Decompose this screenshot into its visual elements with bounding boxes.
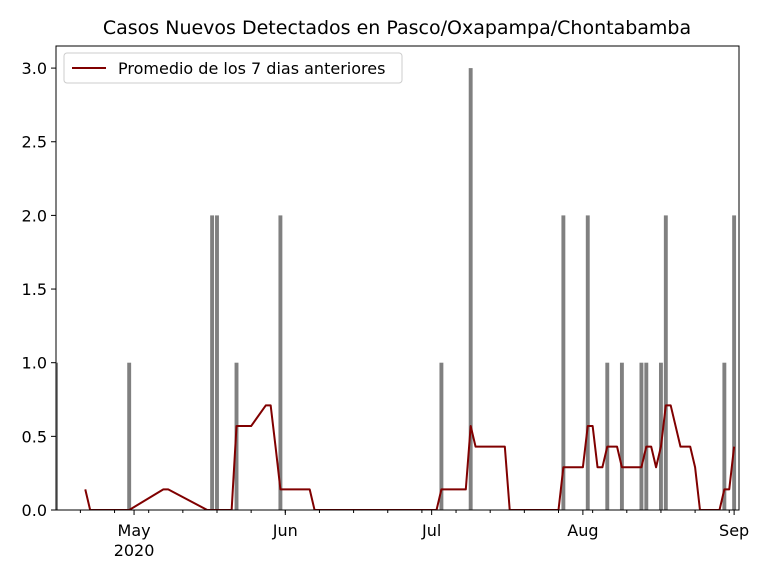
x-tick-label: Jun <box>272 521 298 540</box>
x-tick-label: Sep <box>719 521 749 540</box>
bar <box>215 215 219 510</box>
chart-title: Casos Nuevos Detectados en Pasco/Oxapamp… <box>103 17 691 39</box>
bar <box>210 215 215 510</box>
y-tick-label: 0.5 <box>22 427 47 446</box>
bar <box>605 362 610 510</box>
y-tick-label: 0.0 <box>22 501 47 520</box>
y-tick-label: 3.0 <box>22 59 47 78</box>
legend-box <box>63 52 403 84</box>
bars-layer <box>56 68 737 510</box>
x-tick-label: May <box>118 521 151 540</box>
bar <box>663 215 668 510</box>
bar <box>56 362 58 510</box>
line-layer <box>84 404 736 510</box>
y-tick-label: 2.0 <box>22 206 47 225</box>
bar <box>644 362 649 510</box>
series-line <box>84 404 736 510</box>
bar <box>658 362 663 510</box>
bar <box>127 362 132 510</box>
legend: Promedio de los 7 dias anteriores <box>63 52 403 84</box>
bar <box>585 215 590 510</box>
y-tick-label: 1.0 <box>22 354 47 373</box>
y-axis: 0.0 0.5 1.0 1.5 2.0 2.5 3.0 <box>22 59 56 520</box>
y-tick-label: 2.5 <box>22 133 47 152</box>
x-tick-label: Jul <box>421 521 441 540</box>
legend-label: Promedio de los 7 dias anteriores <box>118 59 385 78</box>
x-tick-label: Aug <box>567 521 598 540</box>
plot-frame <box>55 45 740 511</box>
bar <box>561 215 566 510</box>
bar <box>278 215 283 510</box>
bar <box>732 215 737 510</box>
bar <box>639 362 644 510</box>
y-tick-label: 1.5 <box>22 280 47 299</box>
bar <box>619 362 624 510</box>
bar <box>439 362 444 510</box>
bar <box>722 362 727 510</box>
x-tick-sublabel: 2020 <box>114 541 155 560</box>
bar <box>468 68 473 510</box>
